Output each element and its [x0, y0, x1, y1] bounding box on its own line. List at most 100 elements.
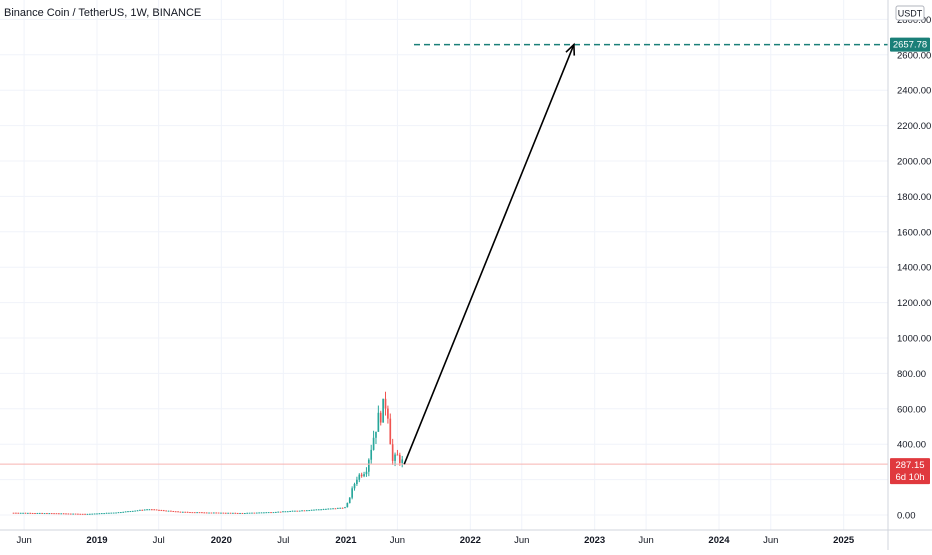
candle-body — [131, 510, 134, 512]
candle-body — [401, 459, 404, 463]
candle-body — [255, 512, 258, 514]
candle-body — [22, 512, 24, 514]
candle-body — [284, 511, 287, 513]
candle-body — [72, 513, 74, 515]
candle-body — [329, 508, 332, 510]
candle-body — [341, 507, 344, 509]
currency-label: USDT — [898, 9, 923, 19]
candle-body — [332, 508, 334, 510]
candle-body — [315, 509, 318, 511]
time-tick-label: Jun — [16, 535, 31, 546]
candle-body — [251, 512, 253, 514]
candle-body — [213, 512, 215, 514]
candle-body — [217, 512, 220, 514]
candle-body — [24, 512, 27, 514]
candle-body — [377, 412, 380, 432]
candle-body — [322, 509, 325, 511]
candle-body — [184, 511, 187, 513]
candle-body — [198, 512, 201, 514]
candle-body — [379, 412, 382, 423]
projection-arrow — [403, 44, 575, 465]
candle-body — [98, 513, 101, 515]
price-tick-label: 800.00 — [897, 369, 926, 380]
candle-body — [344, 507, 346, 509]
candle-body — [296, 510, 299, 512]
candle-body — [162, 510, 165, 512]
target-price-badge-text: 2657.78 — [893, 40, 927, 51]
time-tick-label: 2022 — [460, 535, 481, 546]
candle-body — [334, 508, 337, 510]
candle-body — [253, 512, 256, 514]
candle-body — [31, 512, 34, 514]
price-tick-label: 1400.00 — [897, 263, 931, 274]
candle-body — [303, 510, 306, 512]
candle-body — [227, 512, 229, 514]
candle-body — [387, 408, 389, 419]
candle-body — [17, 512, 20, 514]
current-price-badge-text: 287.15 — [895, 460, 924, 471]
candle-body — [263, 512, 265, 514]
price-tick-label: 600.00 — [897, 404, 926, 415]
candle-body — [279, 511, 282, 513]
candle-body — [69, 513, 72, 515]
candle-body — [336, 507, 339, 509]
candle-body — [79, 513, 82, 515]
candle-body — [155, 509, 158, 511]
time-tick-label: Jun — [638, 535, 653, 546]
candle-body — [108, 512, 110, 514]
candle-body — [294, 510, 296, 512]
candle-body — [60, 513, 63, 515]
candle-body — [236, 512, 239, 514]
candle-body — [375, 431, 377, 438]
candle-body — [258, 512, 260, 514]
candle-body — [93, 513, 96, 515]
time-tick-label: Jun — [763, 535, 778, 546]
candle-body — [260, 512, 263, 514]
candle-body — [267, 512, 270, 514]
time-tick-label: 2023 — [584, 535, 605, 546]
candle-body — [19, 512, 22, 514]
candle-body — [289, 510, 291, 512]
candle-body — [77, 513, 79, 515]
candle-body — [65, 513, 67, 515]
candle-body — [100, 513, 103, 515]
candle-body — [74, 513, 77, 515]
candle-body — [58, 513, 60, 515]
candle-body — [186, 511, 189, 513]
candle-body — [46, 513, 48, 515]
candle-body — [370, 449, 373, 460]
candle-body — [50, 513, 53, 515]
candle-body — [91, 513, 94, 515]
candle-body — [248, 512, 251, 514]
candle-body — [12, 512, 15, 514]
candle-body — [120, 512, 122, 514]
candle-body — [191, 512, 194, 514]
candle-body — [346, 502, 349, 508]
candle-body — [272, 512, 275, 514]
candle-body — [139, 509, 141, 511]
time-tick-label: Jul — [277, 535, 289, 546]
candle-body — [103, 513, 105, 515]
candle-body — [298, 510, 301, 512]
candle-body — [151, 509, 153, 511]
candle-body — [136, 510, 139, 512]
candle-body — [394, 454, 396, 461]
price-tick-label: 1800.00 — [897, 192, 931, 203]
candle-body — [348, 497, 351, 503]
candle-body — [96, 513, 98, 515]
candle-body — [48, 513, 51, 515]
price-tick-label: 1600.00 — [897, 227, 931, 238]
candle-body — [203, 512, 206, 514]
candle-body — [210, 512, 213, 514]
candle-body — [182, 511, 184, 513]
candle-body — [215, 512, 218, 514]
candle-body — [308, 510, 311, 512]
candle-body — [286, 511, 289, 513]
candle-body — [327, 508, 330, 510]
candle-body — [122, 511, 125, 513]
candle-body — [353, 484, 356, 489]
candle-body — [224, 512, 227, 514]
candle-body — [89, 513, 91, 515]
